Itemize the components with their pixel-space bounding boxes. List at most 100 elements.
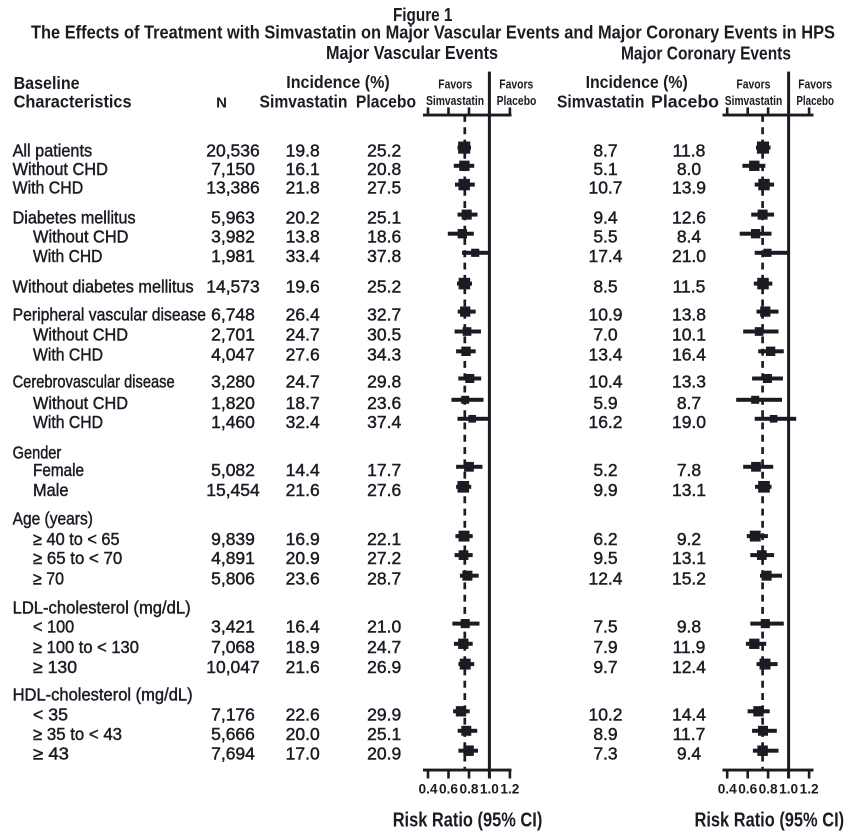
svg-text:19.0: 19.0 [672,412,706,432]
svg-text:9,839: 9,839 [211,529,255,549]
svg-text:Female: Female [33,460,84,480]
svg-text:With CHD: With CHD [13,178,84,198]
svg-text:Figure 1: Figure 1 [393,5,453,25]
svg-text:2,701: 2,701 [211,325,255,345]
svg-text:17.7: 17.7 [367,460,401,480]
svg-text:≥ 65 to < 70: ≥ 65 to < 70 [33,548,122,568]
svg-text:8.4: 8.4 [677,227,702,247]
svg-text:12.4: 12.4 [672,657,706,677]
svg-text:7,150: 7,150 [211,159,255,179]
svg-text:0.8: 0.8 [460,782,479,798]
svg-text:21.6: 21.6 [286,657,320,677]
svg-text:25.1: 25.1 [367,208,401,228]
svg-text:22.1: 22.1 [367,529,401,549]
svg-text:≥ 43: ≥ 43 [33,744,69,764]
svg-text:9.9: 9.9 [593,480,617,500]
svg-text:24.7: 24.7 [286,325,320,345]
svg-text:Diabetes mellitus: Diabetes mellitus [13,208,136,228]
svg-text:8.0: 8.0 [677,159,702,179]
svg-text:37.4: 37.4 [367,412,401,432]
svg-text:20.0: 20.0 [286,724,320,744]
svg-text:24.7: 24.7 [286,372,320,392]
svg-text:Without CHD: Without CHD [13,159,108,179]
svg-text:16.9: 16.9 [286,529,320,549]
svg-text:With CHD: With CHD [33,246,102,266]
svg-text:7.9: 7.9 [593,637,617,657]
svg-text:5.1: 5.1 [593,159,617,179]
svg-text:All patients: All patients [13,141,93,161]
svg-text:10.2: 10.2 [588,704,622,724]
svg-text:21.6: 21.6 [286,480,320,500]
svg-text:Gender: Gender [13,442,62,462]
svg-text:0.6: 0.6 [439,782,458,798]
svg-text:Without CHD: Without CHD [33,393,128,413]
svg-text:10,047: 10,047 [206,657,260,677]
svg-text:Simvastatin: Simvastatin [725,93,782,108]
svg-text:26.4: 26.4 [286,305,320,325]
svg-text:9.4: 9.4 [677,744,702,764]
svg-text:25.1: 25.1 [367,724,401,744]
svg-text:18.9: 18.9 [286,637,320,657]
svg-text:18.7: 18.7 [286,393,320,413]
svg-text:25.2: 25.2 [367,141,401,161]
svg-text:32.7: 32.7 [367,305,401,325]
svg-text:14,573: 14,573 [206,277,260,297]
svg-text:28.7: 28.7 [367,569,401,589]
svg-text:Incidence (%): Incidence (%) [286,72,390,92]
svg-text:6,748: 6,748 [211,305,255,325]
svg-text:29.8: 29.8 [367,372,401,392]
svg-text:1,820: 1,820 [211,393,255,413]
svg-text:24.7: 24.7 [367,637,401,657]
svg-text:0.4: 0.4 [718,782,737,798]
svg-text:13.8: 13.8 [286,227,320,247]
svg-text:Peripheral vascular disease: Peripheral vascular disease [13,305,206,325]
svg-text:Placebo: Placebo [796,93,834,108]
svg-text:1.2: 1.2 [800,782,819,798]
svg-text:11.8: 11.8 [673,141,706,161]
svg-text:< 100: < 100 [33,617,74,637]
svg-text:Characteristics: Characteristics [14,92,132,112]
svg-text:20.9: 20.9 [367,744,401,764]
svg-text:3,982: 3,982 [211,227,255,247]
svg-text:7.5: 7.5 [593,617,617,637]
svg-text:0.4: 0.4 [419,782,438,798]
svg-text:0.6: 0.6 [738,782,757,798]
svg-text:21.0: 21.0 [367,617,401,637]
svg-text:Placebo: Placebo [497,93,537,108]
svg-text:With CHD: With CHD [33,344,103,364]
svg-text:≥ 35 to < 43: ≥ 35 to < 43 [33,724,122,744]
svg-text:5.5: 5.5 [593,227,617,247]
svg-text:27.5: 27.5 [367,178,401,198]
svg-text:26.9: 26.9 [367,657,401,677]
svg-text:16.1: 16.1 [286,159,320,179]
svg-text:Simvastatin: Simvastatin [557,92,644,112]
svg-text:8.7: 8.7 [593,141,617,161]
svg-text:9.5: 9.5 [593,548,617,568]
svg-text:LDL-cholesterol (mg/dL): LDL-cholesterol (mg/dL) [13,598,191,618]
svg-text:1.0: 1.0 [779,782,798,798]
svg-text:23.6: 23.6 [367,393,401,413]
svg-text:8.5: 8.5 [593,277,617,297]
svg-text:13.1: 13.1 [672,480,706,500]
svg-text:17.4: 17.4 [588,246,622,266]
svg-text:5,082: 5,082 [211,460,255,480]
svg-text:13.1: 13.1 [672,548,706,568]
svg-text:≥ 70: ≥ 70 [33,569,64,589]
svg-text:≥ 130: ≥ 130 [33,657,77,677]
svg-text:1,981: 1,981 [211,246,255,266]
svg-text:Incidence (%): Incidence (%) [586,72,688,92]
svg-text:9.7: 9.7 [593,657,617,677]
svg-text:5.2: 5.2 [593,460,617,480]
svg-text:Major Vascular Events: Major Vascular Events [326,43,498,63]
svg-text:3,421: 3,421 [211,617,255,637]
svg-text:Male: Male [33,480,69,500]
svg-text:27.6: 27.6 [367,480,401,500]
svg-text:10.1: 10.1 [672,325,706,345]
svg-text:29.9: 29.9 [367,704,401,724]
svg-text:25.2: 25.2 [367,277,401,297]
svg-text:9.4: 9.4 [593,208,618,228]
svg-text:The Effects of Treatment with: The Effects of Treatment with Simvastati… [31,22,835,42]
svg-text:5.9: 5.9 [593,393,617,413]
svg-text:3,280: 3,280 [211,372,255,392]
svg-text:20.9: 20.9 [286,548,320,568]
